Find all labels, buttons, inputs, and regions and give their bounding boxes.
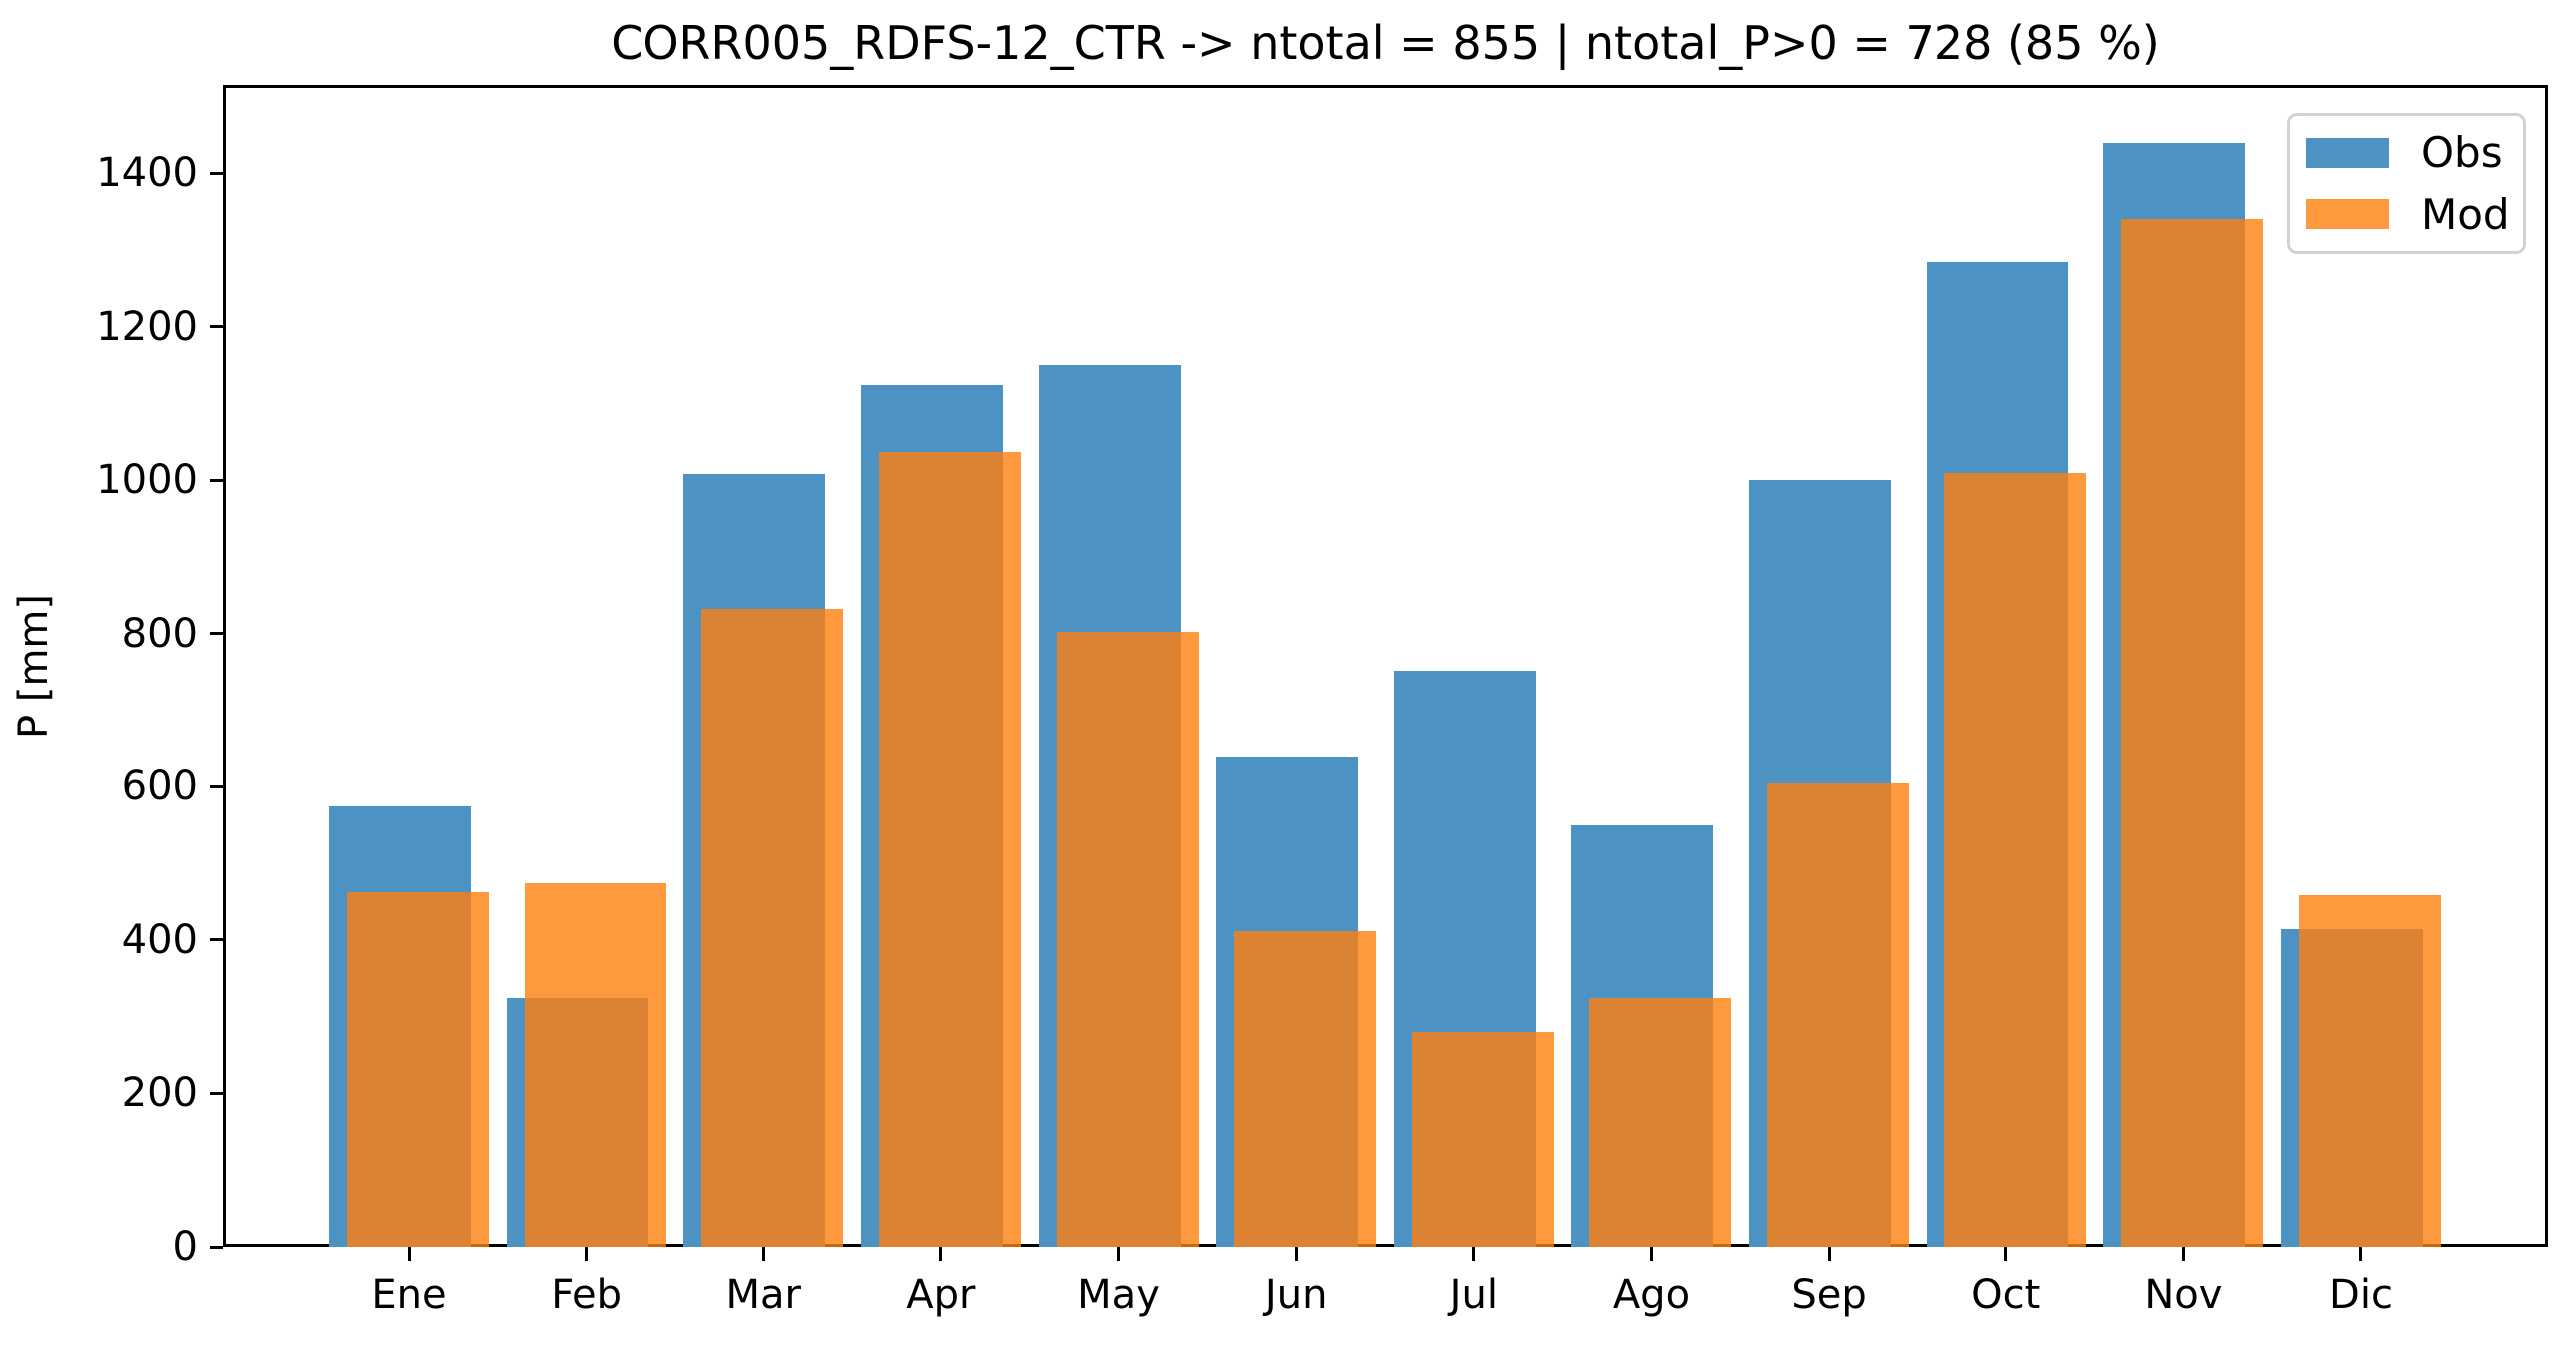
- x-tick-label-feb: Feb: [551, 1272, 623, 1318]
- x-tick-label-nov: Nov: [2144, 1272, 2223, 1318]
- x-tick-label-oct: Oct: [1971, 1272, 2041, 1318]
- x-tick-label-mar: Mar: [725, 1272, 801, 1318]
- x-tick-label-ene: Ene: [371, 1272, 447, 1318]
- x-tick-may: [1117, 1247, 1121, 1261]
- x-tick-label-sep: Sep: [1791, 1272, 1867, 1318]
- bar-mod-ago: [1589, 998, 1732, 1247]
- obs-legend-swatch: [2306, 137, 2389, 168]
- x-tick-jul: [1472, 1247, 1476, 1261]
- x-tick-mar: [761, 1247, 765, 1261]
- legend-item-mod: Mod: [2306, 190, 2523, 239]
- y-tick-label-800: 800: [121, 610, 198, 657]
- y-tick-600: [210, 784, 223, 788]
- y-tick-1400: [210, 171, 223, 175]
- bar-mod-ene: [347, 892, 489, 1247]
- y-tick-label-200: 200: [121, 1070, 198, 1117]
- bar-mod-may: [1056, 632, 1199, 1247]
- y-tick-1000: [210, 478, 223, 482]
- x-tick-dic: [2359, 1247, 2363, 1261]
- x-tick-sep: [1827, 1247, 1831, 1261]
- x-tick-apr: [939, 1247, 943, 1261]
- x-tick-label-ago: Ago: [1612, 1272, 1691, 1318]
- x-tick-jun: [1294, 1247, 1298, 1261]
- y-tick-0: [210, 1245, 223, 1249]
- x-tick-oct: [2004, 1247, 2008, 1261]
- mod-legend-label: Mod: [2421, 189, 2510, 239]
- plot-area: [223, 85, 2548, 1247]
- mod-legend-swatch: [2306, 199, 2389, 230]
- x-tick-nov: [2181, 1247, 2185, 1261]
- legend: Obs Mod: [2287, 113, 2526, 254]
- x-tick-label-may: May: [1077, 1272, 1160, 1318]
- y-tick-label-1400: 1400: [96, 150, 198, 197]
- x-tick-feb: [585, 1247, 589, 1261]
- y-tick-200: [210, 1091, 223, 1095]
- bar-mod-oct: [1943, 473, 2086, 1247]
- bar-mod-feb: [524, 883, 666, 1247]
- bar-mod-jun: [1234, 931, 1377, 1247]
- y-tick-label-600: 600: [121, 763, 198, 810]
- y-tick-label-0: 0: [172, 1224, 198, 1270]
- bar-mod-apr: [878, 451, 1021, 1247]
- legend-item-obs: Obs: [2306, 128, 2523, 177]
- y-tick-400: [210, 938, 223, 942]
- bar-mod-mar: [701, 609, 844, 1247]
- x-tick-label-jul: Jul: [1449, 1272, 1498, 1318]
- bar-mod-sep: [1767, 783, 1910, 1247]
- bar-mod-dic: [2298, 894, 2441, 1247]
- bar-mod-jul: [1411, 1032, 1554, 1247]
- x-tick-label-apr: Apr: [906, 1272, 976, 1318]
- x-tick-ago: [1649, 1247, 1653, 1261]
- x-tick-label-jun: Jun: [1264, 1272, 1328, 1318]
- bar-mod-nov: [2121, 219, 2264, 1247]
- chart-title: CORR005_RDFS-12_CTR -> ntotal = 855 | nt…: [611, 16, 2160, 70]
- bars-layer: [223, 85, 2548, 1247]
- y-tick-1200: [210, 325, 223, 329]
- x-tick-ene: [407, 1247, 411, 1261]
- y-tick-label-400: 400: [121, 916, 198, 963]
- obs-legend-label: Obs: [2421, 128, 2503, 178]
- x-tick-label-dic: Dic: [2329, 1272, 2393, 1318]
- y-tick-label-1200: 1200: [96, 303, 198, 350]
- y-tick-label-1000: 1000: [96, 457, 198, 504]
- y-tick-800: [210, 632, 223, 636]
